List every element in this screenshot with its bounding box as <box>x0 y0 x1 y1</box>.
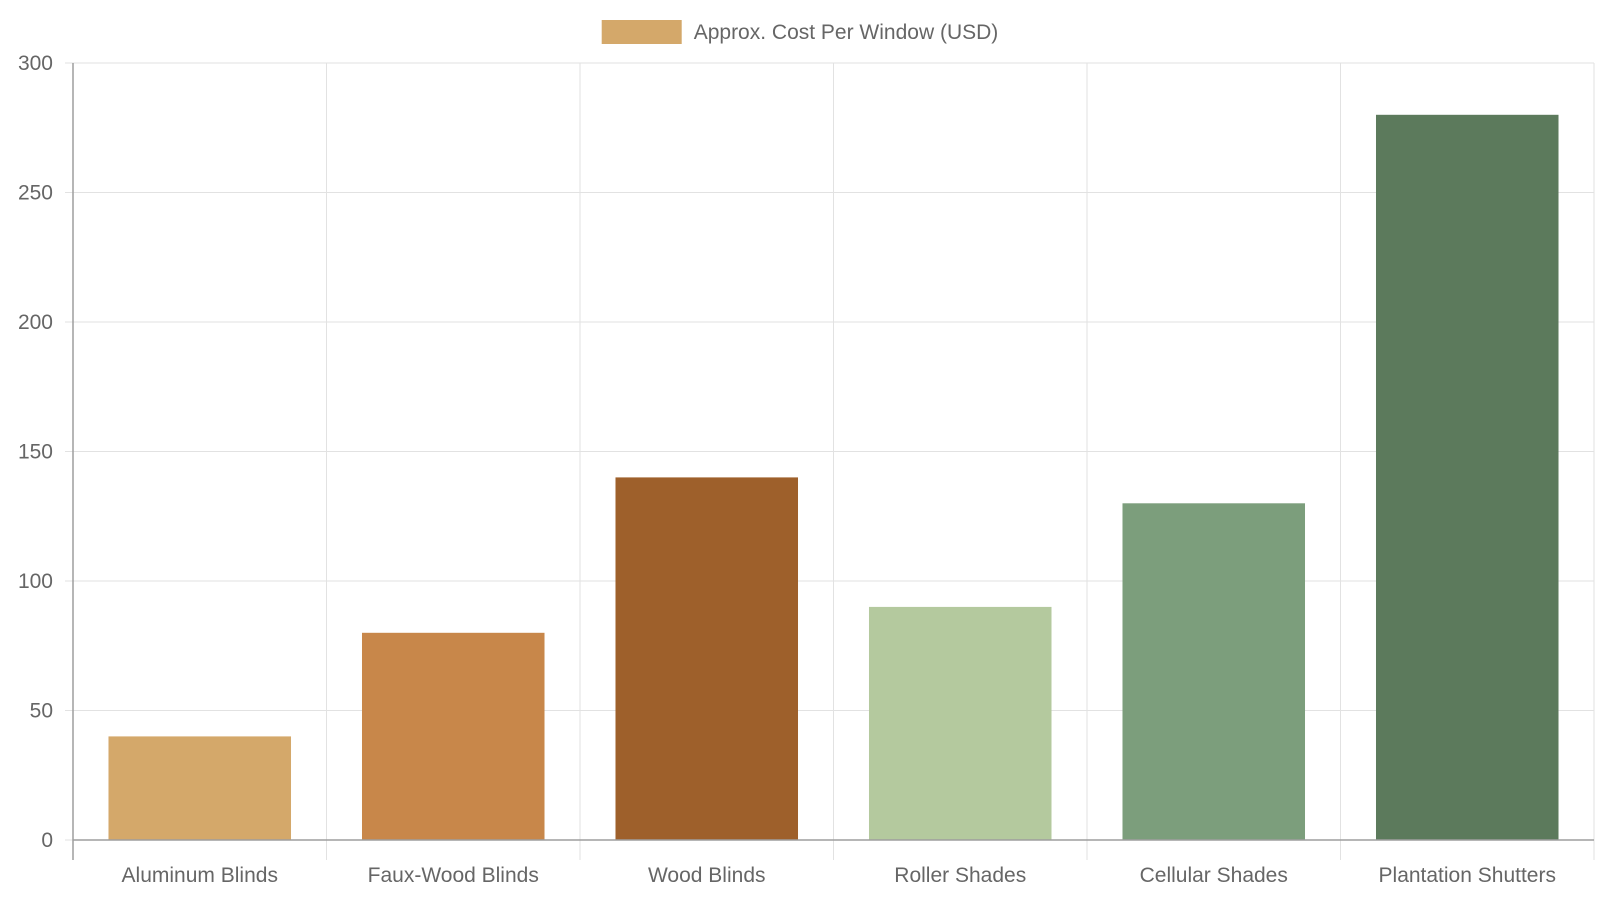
x-tick-label: Roller Shades <box>894 864 1026 887</box>
x-tick-label: Cellular Shades <box>1140 864 1288 887</box>
x-tick-label: Aluminum Blinds <box>122 864 278 887</box>
y-tick-label: 200 <box>18 311 53 334</box>
y-tick-label: 250 <box>18 182 53 205</box>
y-tick-label: 50 <box>30 700 53 723</box>
grid-layer <box>65 62 1595 860</box>
bar[interactable] <box>1375 114 1559 841</box>
x-tick-label: Plantation Shutters <box>1379 864 1556 887</box>
y-tick-label: 150 <box>18 441 53 464</box>
bars-layer <box>108 114 1559 841</box>
y-tick-label: 0 <box>41 829 53 852</box>
bar[interactable] <box>615 477 799 840</box>
axes-layer: 0 50 100 150 200 250 300 Aluminum Blinds Faux-Wo… <box>18 52 1594 887</box>
x-tick-label: Faux-Wood Blinds <box>368 864 539 887</box>
bar[interactable] <box>108 736 292 840</box>
bar[interactable] <box>1122 503 1306 840</box>
bar[interactable] <box>868 606 1052 840</box>
x-tick-label: Wood Blinds <box>648 864 766 887</box>
bar[interactable] <box>361 632 545 840</box>
legend-label: Approx. Cost Per Window (USD) <box>694 21 999 44</box>
legend-swatch <box>601 20 682 44</box>
y-tick-label: 100 <box>18 570 53 593</box>
y-tick-label: 300 <box>18 52 53 75</box>
legend[interactable]: Approx. Cost Per Window (USD) <box>601 20 999 44</box>
